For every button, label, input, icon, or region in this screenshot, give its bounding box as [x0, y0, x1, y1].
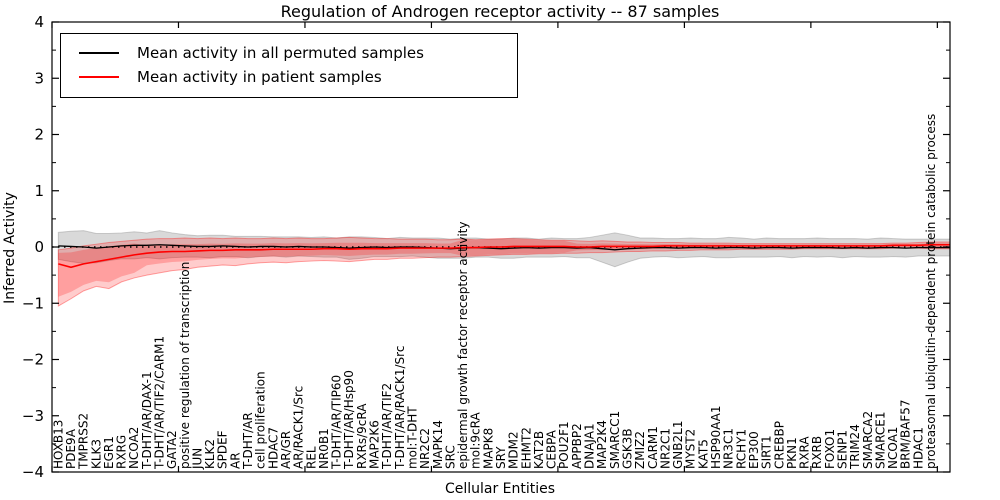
x-category-label: GNB2L1 — [671, 421, 685, 469]
x-axis-label: Cellular Entities — [444, 481, 556, 497]
x-category-label: KAT2B — [532, 431, 546, 469]
x-category-label: SMARCA2 — [861, 411, 875, 469]
x-category-label: HDAC7 — [266, 427, 280, 469]
y-tick-label: −1 — [22, 294, 44, 312]
x-category-label: CEBPA — [545, 429, 559, 469]
x-category-label: CREBBP — [772, 421, 786, 469]
x-category-label: RXRB — [810, 436, 824, 469]
x-category-label: MYST2 — [684, 429, 698, 469]
x-category-label: SRY — [494, 446, 508, 469]
x-category-label: positive regulation of transcription — [178, 262, 192, 469]
x-category-label: TMPRSS2 — [77, 413, 91, 470]
x-category-label: NCOA2 — [127, 427, 141, 469]
x-category-label: EHMT2 — [519, 427, 533, 469]
x-category-label: AR — [228, 452, 242, 469]
x-category-label: HDAC1 — [911, 427, 925, 469]
x-category-label: RCHY1 — [734, 429, 748, 469]
permuted-line-swatch — [79, 52, 119, 54]
legend-label-patient: Mean activity in patient samples — [137, 68, 382, 86]
x-category-label: CARM1 — [646, 426, 660, 469]
y-tick-label: 2 — [34, 126, 44, 144]
x-category-label: REL — [304, 446, 318, 469]
x-category-label: NR0B1 — [317, 428, 331, 469]
legend-label-permuted: Mean activity in all permuted samples — [137, 44, 424, 62]
x-category-label: SPDEF — [216, 430, 230, 469]
x-category-label: JUN — [190, 448, 204, 470]
x-category-label: mol:9cRA — [469, 412, 483, 469]
y-tick-label: 1 — [34, 182, 44, 200]
y-tick-label: 0 — [34, 238, 44, 256]
x-category-label: SMARCC1 — [608, 411, 622, 469]
y-tick-label: −3 — [22, 407, 44, 425]
x-category-label: NR2C2 — [418, 428, 432, 469]
x-category-label: HOXB13 — [51, 420, 65, 469]
x-category-label: NCOA1 — [886, 427, 900, 469]
legend: Mean activity in all permuted samples Me… — [60, 33, 518, 98]
legend-row-permuted: Mean activity in all permuted samples — [71, 41, 507, 65]
x-category-label: POU2F1 — [557, 421, 571, 469]
x-category-label: FOXO1 — [823, 429, 837, 469]
x-category-label: RXRG — [115, 435, 129, 469]
x-category-label: SIRT1 — [760, 435, 774, 469]
x-category-label: EP300 — [747, 431, 761, 469]
x-category-label: GATA2 — [165, 430, 179, 469]
x-category-label: NR2C1 — [658, 428, 672, 469]
permuted-mean-line — [58, 244, 950, 251]
x-category-label: T-DHT/AR/DAX-1 — [140, 371, 154, 470]
x-category-label: NR3C1 — [722, 428, 736, 469]
x-category-label: SRC — [443, 445, 457, 469]
x-category-label: MAPK14 — [431, 420, 445, 469]
y-tick-label: −4 — [22, 463, 44, 481]
x-category-label: PDE9A — [64, 428, 78, 469]
x-category-label: T-DHT/AR/TIP60 — [330, 375, 344, 470]
x-category-label: proteasomal ubiquitin-dependent protein … — [924, 114, 938, 469]
y-tick-label: 3 — [34, 69, 44, 87]
x-category-label: APPBP2 — [570, 423, 584, 469]
y-tick-label: −2 — [22, 351, 44, 369]
x-category-label: MAP2K6 — [368, 420, 382, 469]
x-category-label: ZMIZ2 — [633, 431, 647, 469]
x-category-label: BRM/BAF57 — [899, 399, 913, 469]
x-category-label: HSP90AA1 — [709, 405, 723, 469]
patient-line-swatch — [79, 76, 119, 78]
x-category-label: DNAJA1 — [583, 423, 597, 469]
x-category-label: T-DHT/AR — [241, 412, 255, 470]
x-category-label: AR/GR — [279, 431, 293, 469]
x-category-label: TRIM24 — [848, 424, 862, 470]
x-category-label: RXRs/9cRA — [355, 403, 369, 469]
x-category-label: GSK3B — [620, 428, 634, 469]
x-category-label: cell proliferation — [254, 371, 268, 469]
x-category-label: SMARCE1 — [873, 411, 887, 469]
x-category-label: MAPK8 — [481, 428, 495, 469]
x-category-label: AR/RACK1/Src — [292, 386, 306, 469]
patient-inner-band — [58, 239, 950, 297]
y-axis-label: Inferred Activity — [2, 192, 18, 304]
x-category-label: T-DHT/AR/TIF2/CARM1 — [153, 336, 167, 470]
x-category-label: RXRA — [798, 436, 812, 469]
x-category-label: epidermal growth factor receptor activit… — [456, 222, 470, 469]
x-category-label: KAT5 — [696, 439, 710, 469]
x-category-label: mol:T-DHT — [405, 406, 419, 469]
x-category-label: SENP1 — [835, 430, 849, 469]
x-category-label: T-DHT/AR/Hsp90 — [342, 370, 356, 470]
legend-row-patient: Mean activity in patient samples — [71, 65, 507, 89]
x-category-label: EGR1 — [102, 436, 116, 469]
x-category-label: MDM2 — [507, 431, 521, 469]
patient-mean-line — [58, 243, 950, 269]
x-category-label: T-DHT/AR/TIF2 — [380, 383, 394, 470]
x-category-label: KLK3 — [89, 439, 103, 469]
y-tick-label: 4 — [34, 13, 44, 31]
chart-title: Regulation of Androgen receptor activity… — [280, 2, 720, 21]
x-category-label: T-DHT/AR/RACK1/Src — [393, 346, 407, 470]
x-category-label: MAP2K4 — [595, 420, 609, 469]
x-category-label: KLK2 — [203, 439, 217, 469]
x-category-label: PKN1 — [785, 437, 799, 469]
